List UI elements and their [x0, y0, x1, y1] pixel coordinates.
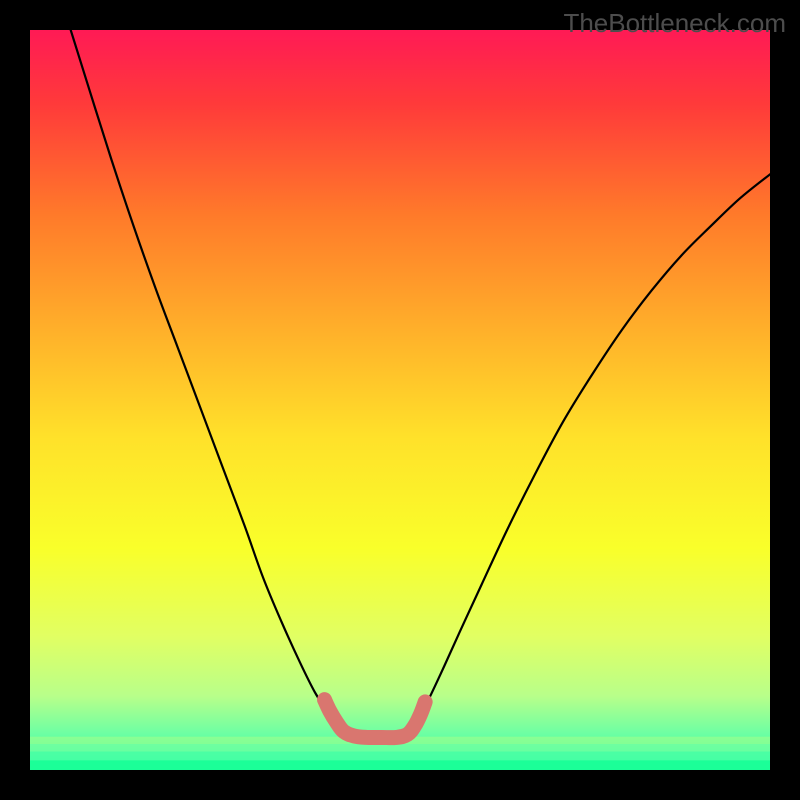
bottom-band: [30, 760, 770, 770]
gradient-background: [30, 30, 770, 770]
chart-container: TheBottleneck.com: [0, 0, 800, 800]
plot-svg: [30, 30, 770, 770]
bottom-band: [30, 752, 770, 761]
watermark-text: TheBottleneck.com: [563, 8, 786, 39]
plot-area: [30, 30, 770, 770]
bottom-band: [30, 744, 770, 751]
